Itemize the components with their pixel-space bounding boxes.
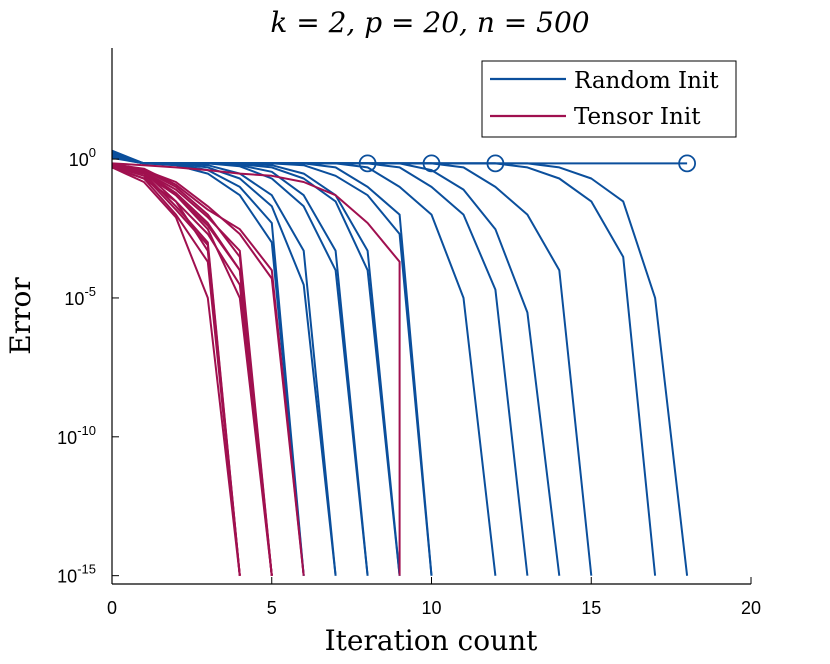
legend-label-random: Random Init: [574, 68, 719, 94]
series-line-tensor-33: [111, 162, 401, 576]
series-line-random-19: [111, 154, 496, 165]
x-tick-label: 0: [107, 598, 117, 618]
series-end-marker-19: [486, 154, 505, 173]
series-line-tensor-24: [111, 166, 241, 576]
series-line-random-8: [111, 154, 433, 576]
series-line-random-16: [111, 153, 688, 165]
series-line-random-10: [111, 154, 497, 576]
plot-markers: [358, 154, 696, 173]
series-line-tensor-30: [111, 165, 273, 576]
legend: Random Init Tensor Init: [481, 60, 737, 138]
series-line-tensor-23: [111, 165, 241, 576]
series-line-random-5: [111, 152, 337, 576]
series-line-random-18: [111, 154, 432, 165]
x-tick-label: 15: [581, 598, 601, 618]
series-line-random-0: [111, 151, 401, 576]
x-ticks: 0 5 10 15 20: [107, 577, 761, 618]
series-line-random-14: [111, 153, 657, 576]
legend-box: [481, 60, 737, 138]
x-tick-label: 5: [267, 598, 277, 618]
y-axis-label: Error: [4, 277, 37, 355]
series-line-random-6: [111, 155, 305, 576]
series-end-marker-17: [358, 154, 377, 173]
x-axis-label: Iteration count: [325, 624, 539, 657]
chart-title: k = 2, p = 20, n = 500: [270, 6, 589, 39]
series-line-tensor-32: [111, 163, 305, 576]
legend-label-tensor: Tensor Init: [574, 104, 701, 130]
x-tick-label: 10: [421, 598, 441, 618]
y-tick-label: 100: [69, 145, 96, 170]
y-tick-label: 10-10: [57, 423, 96, 448]
series-line-tensor-29: [111, 164, 273, 576]
series-line-tensor-27: [111, 166, 273, 576]
y-tick-label: 10-15: [57, 562, 96, 587]
series-end-marker-16: [678, 154, 696, 173]
series-end-marker-18: [422, 154, 441, 173]
y-ticks: 100 10-5 10-10 10-15: [57, 145, 119, 587]
y-tick-label: 10-5: [64, 284, 96, 309]
series-line-random-9: [111, 156, 433, 576]
x-tick-label: 20: [741, 598, 761, 618]
plot-lines: [111, 149, 689, 576]
